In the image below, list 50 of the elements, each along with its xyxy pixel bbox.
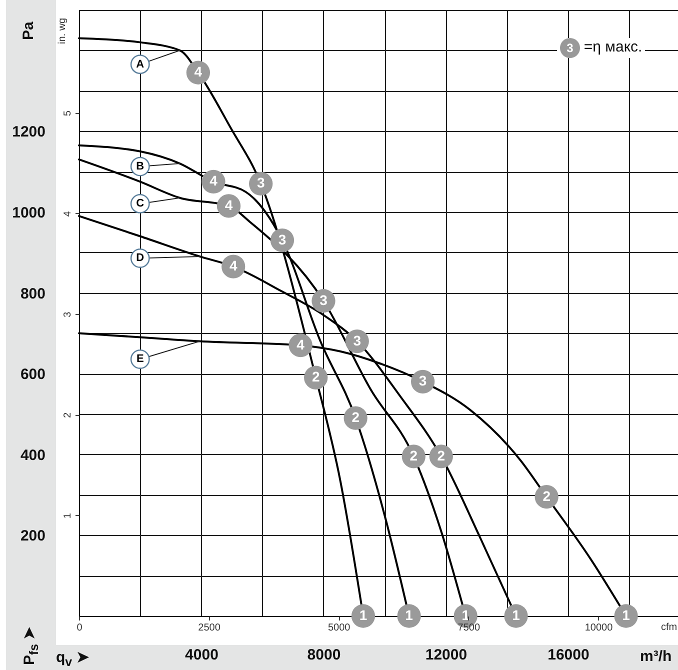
y2-tick-label: 2 (62, 412, 74, 418)
series-label: C (136, 198, 144, 210)
y-tick-label: 400 (20, 446, 46, 464)
annotation: 2 (410, 447, 418, 464)
x2-tick-label: 10000 (584, 622, 614, 634)
series-label: D (136, 252, 144, 264)
series-label: E (136, 353, 144, 366)
y-tick-label: 800 (20, 285, 46, 302)
x-tick-label: 4000 (185, 646, 218, 664)
x2-tick-label: 7500 (458, 622, 480, 634)
annotation: 2 (352, 409, 360, 426)
annotation: 3 (418, 372, 427, 389)
annotation: 1 (405, 607, 414, 623)
x2-tick-label: 5000 (328, 622, 351, 634)
x2-tick-label: 2500 (198, 622, 221, 634)
x-tick-label: 16000 (548, 646, 590, 664)
annotation: 2 (312, 368, 320, 385)
y2-tick-label: 4 (62, 210, 74, 217)
text: Pa (20, 22, 37, 40)
annotation: 3 (320, 292, 328, 308)
x2-axis-title: cfm (661, 622, 678, 633)
annotation: 4 (194, 64, 202, 80)
y-tick-label: 200 (20, 528, 46, 545)
x-axis-title: q$_{v}$ ➤ (56, 648, 90, 669)
annotation: 3 (353, 332, 362, 348)
annotation: 1 (512, 607, 520, 623)
y-tick-label: 1000 (12, 204, 46, 222)
y2-tick-label: 1 (62, 512, 74, 519)
y-tick-label: 600 (20, 366, 46, 384)
x-tick-label: 8000 (307, 646, 341, 664)
y-tick-label: 1200 (12, 124, 46, 141)
annotation: 3 (256, 174, 265, 191)
annotation: 1 (622, 607, 630, 623)
y2-axis-title: in. wg (57, 18, 68, 44)
annotation: 2 (542, 488, 551, 504)
series-label: B (136, 160, 144, 173)
series-label: A (136, 58, 144, 70)
x2-tick-label: 0 (76, 622, 83, 634)
annotation: 3 (278, 231, 286, 248)
y2-tick-label: 5 (62, 110, 74, 116)
text: m³/h (640, 648, 672, 665)
annotation: 2 (437, 447, 446, 464)
annotation: 4 (229, 258, 238, 274)
annotation: 3 =η макс. (560, 38, 642, 58)
annotation: 4 (210, 172, 218, 189)
annotation: 4 (296, 336, 305, 352)
annotation: 1 (359, 607, 368, 623)
annotation: 4 (224, 196, 233, 213)
y2-tick-label: 3 (62, 311, 74, 318)
x-tick-label: 12000 (425, 646, 468, 664)
